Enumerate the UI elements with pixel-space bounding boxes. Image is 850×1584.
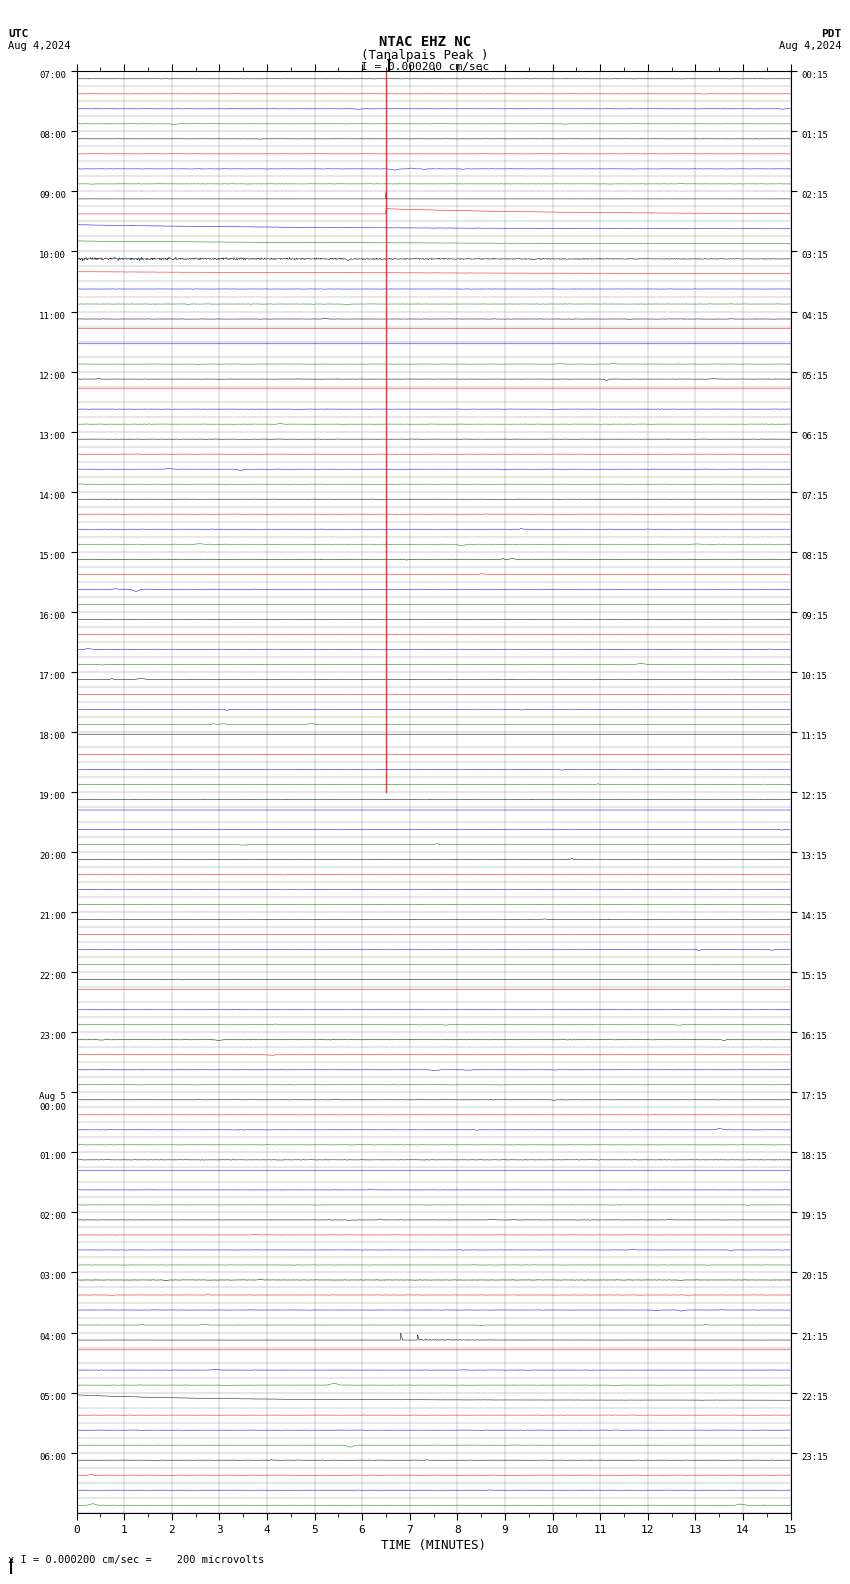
Text: I = 0.000200 cm/sec: I = 0.000200 cm/sec xyxy=(361,62,489,71)
Text: PDT: PDT xyxy=(821,29,842,38)
Text: (Tanalpais Peak ): (Tanalpais Peak ) xyxy=(361,49,489,62)
X-axis label: TIME (MINUTES): TIME (MINUTES) xyxy=(381,1538,486,1552)
Text: NTAC EHZ NC: NTAC EHZ NC xyxy=(379,35,471,49)
Text: x I = 0.000200 cm/sec =    200 microvolts: x I = 0.000200 cm/sec = 200 microvolts xyxy=(8,1555,264,1565)
Text: Aug 4,2024: Aug 4,2024 xyxy=(8,41,71,51)
Text: UTC: UTC xyxy=(8,29,29,38)
Text: Aug 4,2024: Aug 4,2024 xyxy=(779,41,842,51)
